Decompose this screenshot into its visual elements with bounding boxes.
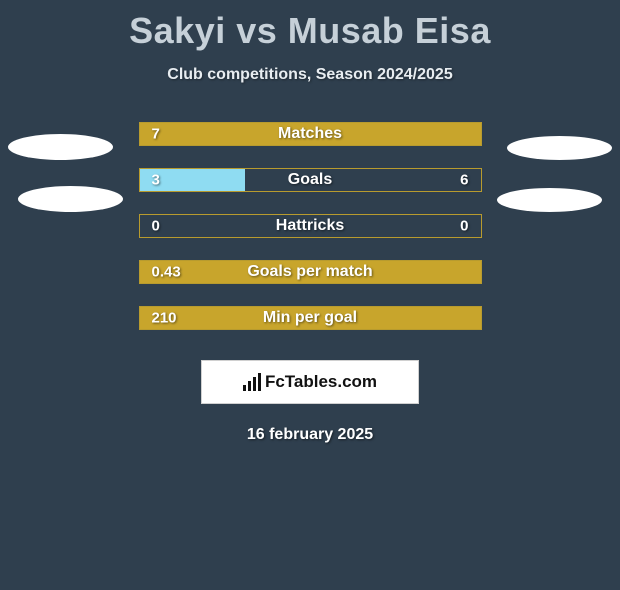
stat-label: Goals	[288, 171, 332, 189]
decorative-ellipse	[8, 134, 113, 160]
stat-bar: 0 Hattricks 0	[139, 214, 482, 238]
date-text: 16 february 2025	[0, 426, 620, 444]
logo-chart-icon	[243, 373, 261, 391]
stat-left-value: 0.43	[152, 264, 181, 281]
stat-bar: 3 Goals 6	[139, 168, 482, 192]
page-title: Sakyi vs Musab Eisa	[0, 10, 620, 52]
stat-bar: 210 Min per goal	[139, 306, 482, 330]
decorative-ellipse	[507, 136, 612, 160]
stat-bar: 7 Matches	[139, 122, 482, 146]
stat-label: Hattricks	[276, 217, 344, 235]
fctables-logo: FcTables.com	[201, 360, 419, 404]
subtitle: Club competitions, Season 2024/2025	[0, 66, 620, 84]
stat-right-value: 0	[460, 218, 468, 235]
stat-label: Goals per match	[247, 263, 372, 281]
stat-label: Matches	[278, 125, 342, 143]
stat-label: Min per goal	[263, 309, 357, 327]
decorative-ellipse	[18, 186, 123, 212]
stat-left-value: 3	[152, 172, 160, 189]
stat-bar: 0.43 Goals per match	[139, 260, 482, 284]
stat-left-value: 7	[152, 126, 160, 143]
stat-right-value: 6	[460, 172, 468, 189]
decorative-ellipse	[497, 188, 602, 212]
stat-left-value: 210	[152, 310, 177, 327]
logo-text: FcTables.com	[265, 372, 377, 392]
stat-left-value: 0	[152, 218, 160, 235]
